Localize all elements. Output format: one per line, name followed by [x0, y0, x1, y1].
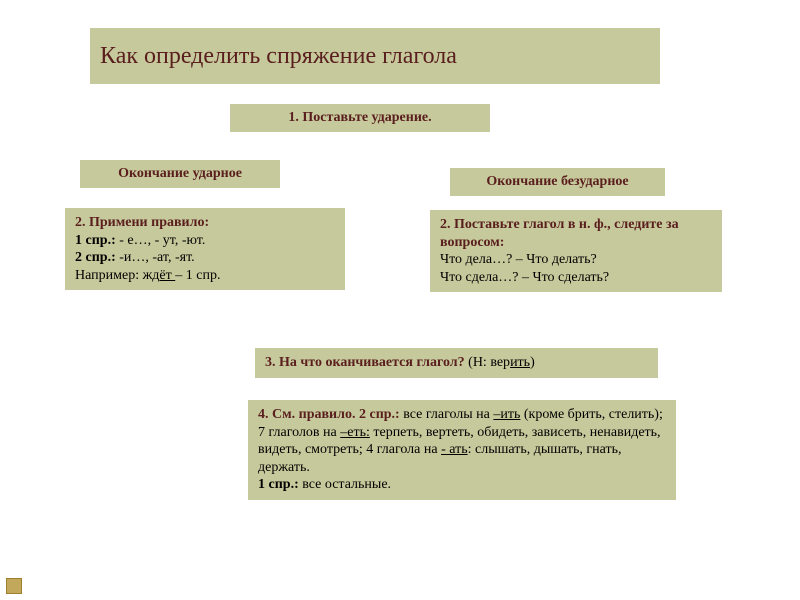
title-text: Как определить спряжение глагола: [100, 41, 457, 71]
infinitive-heading: 2. Поставьте глагол в н. ф., следите за …: [440, 216, 712, 251]
rule2-a: 4. См. правило. 2 спр.:: [258, 407, 400, 422]
title-box: Как определить спряжение глагола: [90, 28, 660, 84]
step3-box: 3. На что оканчивается глагол? (Н: верит…: [255, 348, 658, 378]
rule2-c: –ить: [493, 407, 520, 422]
rule-line2a: 2 спр.:: [75, 250, 116, 265]
slide: Как определить спряжение глагола 1. Пост…: [0, 0, 800, 600]
step3-b: (Н: вер: [465, 355, 510, 370]
right-label-box: Окончание безударное: [450, 168, 665, 196]
rule-line2b: -и…, -ат, -ят.: [116, 250, 195, 265]
step1-box: 1. Поставьте ударение.: [230, 104, 490, 132]
rule-line1a: 1 спр.:: [75, 233, 116, 248]
rule2-box: 4. См. правило. 2 спр.: все глаголы на –…: [248, 400, 676, 500]
rule-line3c: – 1 спр.: [175, 268, 220, 283]
rule-box: 2. Примени правило: 1 спр.: - е…, - ут, …: [65, 208, 345, 290]
infinitive-line2: Что сдела…? – Что сделать?: [440, 269, 712, 287]
rule2-i: 1 спр.:: [258, 477, 299, 492]
step3-c: ить: [510, 355, 530, 370]
step1-text: 1. Поставьте ударение.: [288, 109, 431, 127]
step3-a: 3. На что оканчивается глагол?: [265, 355, 465, 370]
rule2-g: - ать: [441, 442, 468, 457]
rule-heading: 2. Примени правило:: [75, 215, 209, 230]
rule-line3b: ёт: [159, 268, 175, 283]
step3-d: ): [530, 355, 535, 370]
rule2-j: все остальные.: [299, 477, 391, 492]
infinitive-line1: Что дела…? – Что делать?: [440, 251, 712, 269]
right-label-text: Окончание безударное: [486, 173, 628, 191]
infinitive-box: 2. Поставьте глагол в н. ф., следите за …: [430, 210, 722, 292]
rule2-b: все глаголы на: [400, 407, 494, 422]
left-label-text: Окончание ударное: [118, 165, 242, 183]
rule-line1b: - е…, - ут, -ют.: [116, 233, 206, 248]
rule2-e: –еть:: [340, 425, 370, 440]
left-label-box: Окончание ударное: [80, 160, 280, 188]
rule-line3a: Например: жд: [75, 268, 159, 283]
corner-decoration: [6, 578, 22, 594]
